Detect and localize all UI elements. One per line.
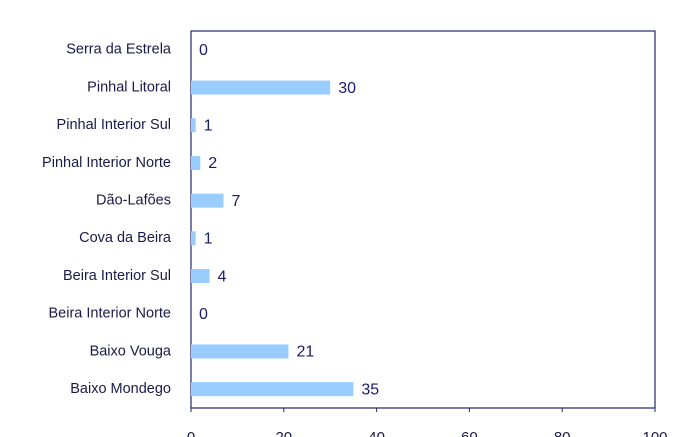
y-tick-label: Dão-Lafões xyxy=(96,192,171,208)
x-tick-label: 40 xyxy=(368,429,385,437)
y-tick-label: Baixo Vouga xyxy=(90,343,172,359)
bar xyxy=(191,344,289,359)
bar xyxy=(191,118,196,133)
y-tick-label: Serra da Estrela xyxy=(66,42,172,58)
x-tick-label: 20 xyxy=(275,429,292,437)
x-tick-label: 100 xyxy=(642,429,667,437)
x-tick-label: 60 xyxy=(461,429,478,437)
bar xyxy=(191,269,210,284)
y-tick-label: Pinhal Interior Sul xyxy=(57,117,171,133)
bar xyxy=(191,382,354,397)
value-label: 7 xyxy=(231,193,240,210)
value-label: 0 xyxy=(199,42,208,59)
bar xyxy=(191,80,331,95)
value-label: 4 xyxy=(218,268,227,285)
y-tick-label: Pinhal Interior Norte xyxy=(42,155,171,171)
value-label: 35 xyxy=(361,381,379,398)
x-tick-label: 0 xyxy=(187,429,195,437)
bar xyxy=(191,155,201,170)
value-label: 1 xyxy=(204,117,213,134)
y-tick-label: Baixo Mondego xyxy=(70,381,171,397)
y-tick-label: Pinhal Litoral xyxy=(87,79,171,95)
x-tick-label: 80 xyxy=(554,429,571,437)
value-label: 1 xyxy=(204,231,213,248)
value-label: 21 xyxy=(296,344,314,361)
y-tick-label: Cova da Beira xyxy=(79,230,172,246)
bar xyxy=(191,231,196,246)
plot-frame xyxy=(190,30,656,409)
y-tick-label: Beira Interior Norte xyxy=(49,306,172,322)
bar xyxy=(191,193,224,208)
value-label: 2 xyxy=(208,155,217,172)
y-tick-label: Beira Interior Sul xyxy=(63,268,171,284)
value-label: 0 xyxy=(199,306,208,323)
value-label: 30 xyxy=(338,80,356,97)
